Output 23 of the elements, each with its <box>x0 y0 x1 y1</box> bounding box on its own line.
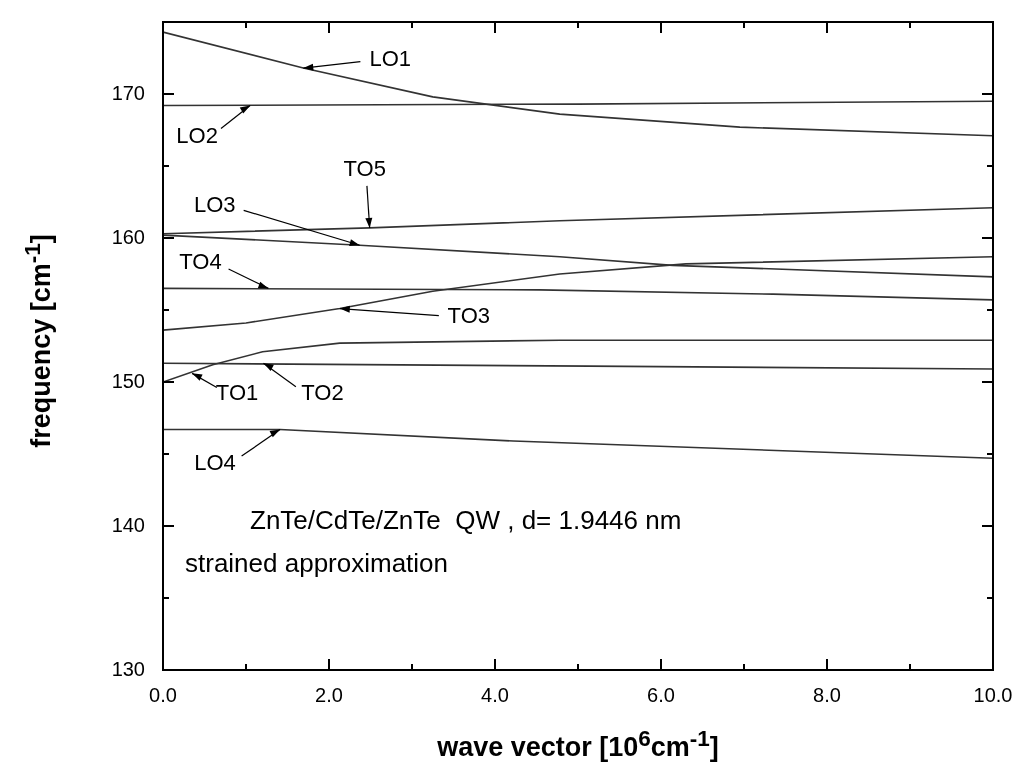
x-tick-label: 4.0 <box>481 683 509 706</box>
x-tick-label: 2.0 <box>315 683 343 706</box>
y-tick-label: 150 <box>111 369 145 392</box>
y-tick-label: 130 <box>111 657 145 680</box>
annotation: TO1 <box>215 380 259 406</box>
x-tick-label: 0.0 <box>149 683 177 706</box>
annotation: TO2 <box>301 380 344 406</box>
annotation: strained approximation <box>185 548 449 579</box>
x-axis-title: wave vector [10$^{6}$cm$^{-1}$] <box>436 726 720 763</box>
annotation: LO1 <box>369 46 412 72</box>
annotation: ZnTe/CdTe/ZnTe QW , d= 1.9446 nm <box>250 505 682 536</box>
annotation: LO4 <box>194 449 236 475</box>
y-tick-label: 170 <box>111 81 145 104</box>
x-tick-label: 8.0 <box>813 683 841 706</box>
annotation: TO3 <box>447 302 490 328</box>
x-tick-label: 6.0 <box>647 683 675 706</box>
annotation: TO4 <box>179 249 222 275</box>
annotation: TO5 <box>343 155 386 181</box>
y-tick-label: 160 <box>111 225 145 248</box>
annotation: LO2 <box>176 122 218 148</box>
x-tick-label: 10.0 <box>973 683 1013 706</box>
y-tick-label: 140 <box>111 513 145 536</box>
annotation: LO3 <box>193 192 236 218</box>
